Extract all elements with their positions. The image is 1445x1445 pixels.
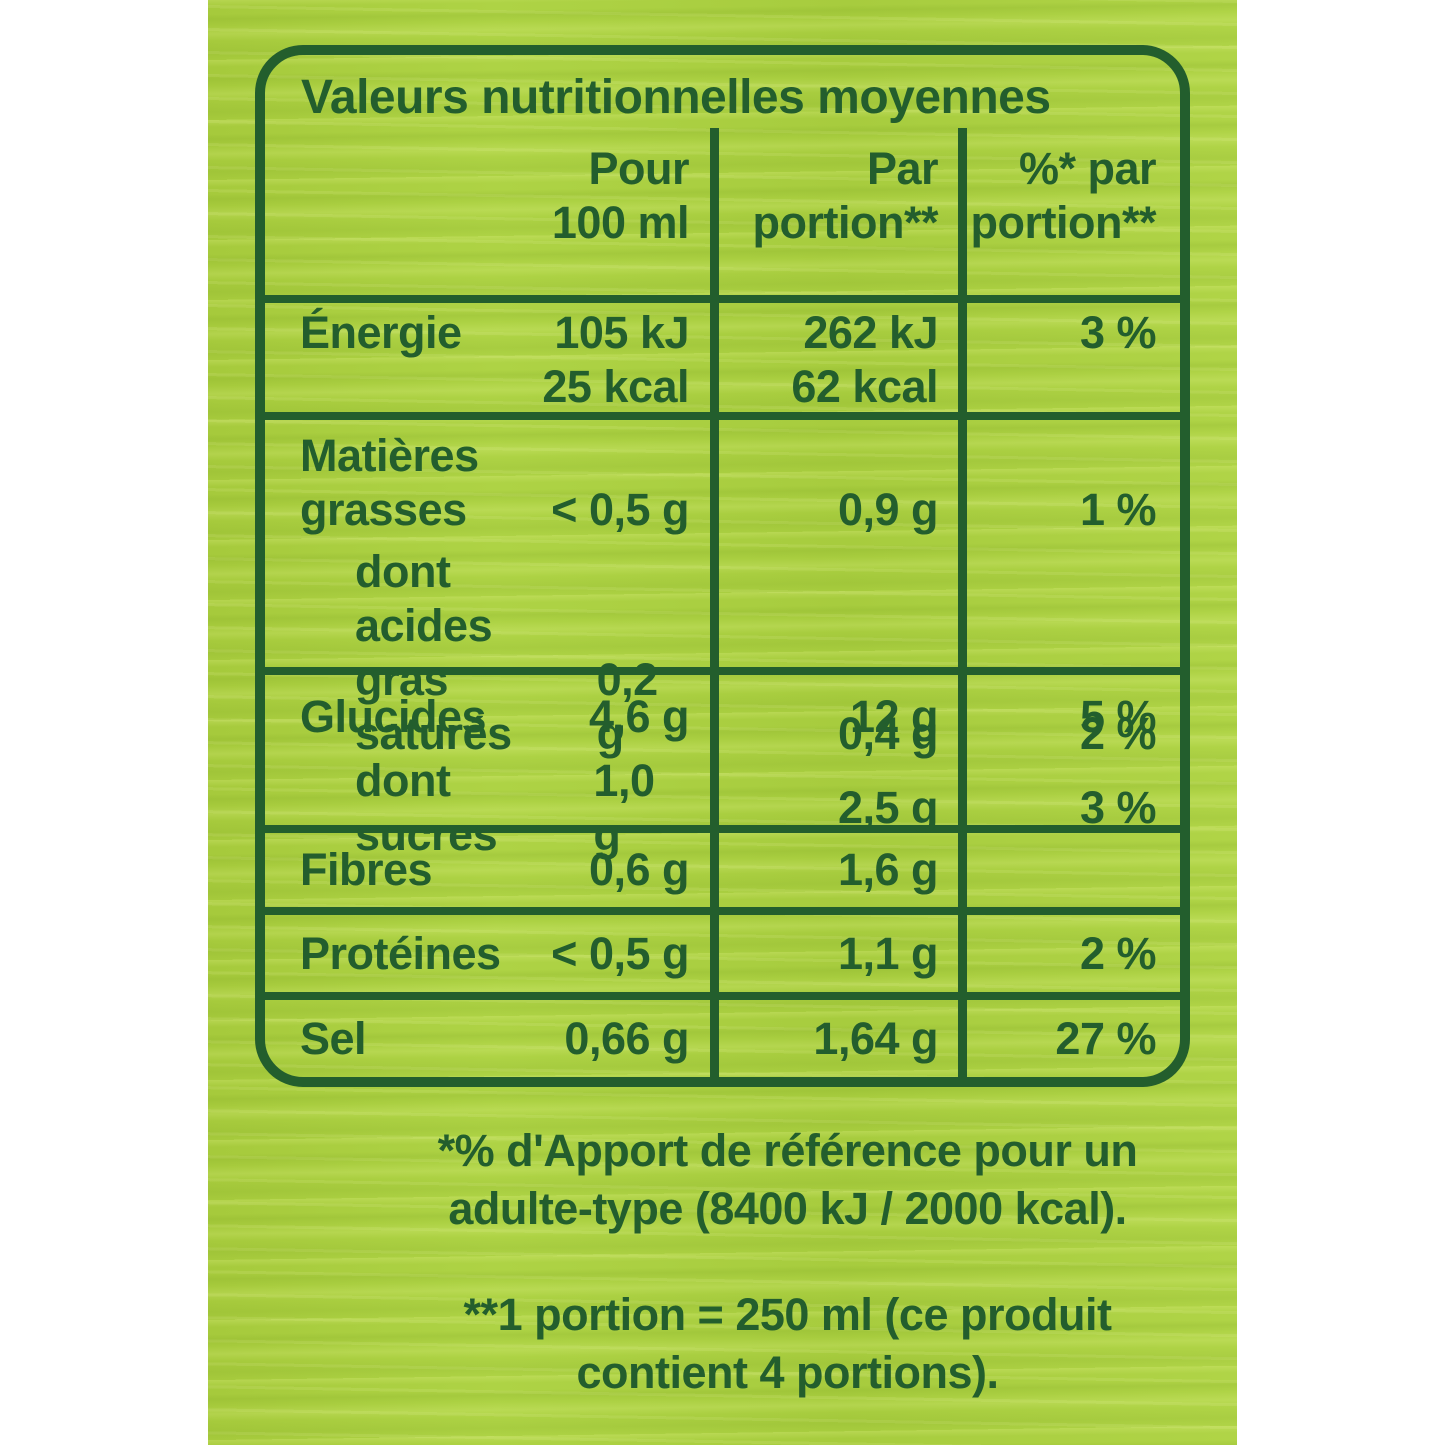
nutrition-table: Valeurs nutritionnelles moyennes Pour 10… bbox=[255, 45, 1190, 1087]
nutrition-table-title: Valeurs nutritionnelles moyennes bbox=[301, 71, 1051, 124]
value-pct-portion: 27 % bbox=[1055, 1012, 1156, 1064]
footnote-reference-intake: *% d'Apport de référence pour un adulte-… bbox=[338, 1122, 1237, 1238]
row-label: Matières grasses bbox=[300, 430, 479, 535]
table-row-sel: Sel 0,66 g 1,64 g 27 % bbox=[265, 992, 1180, 1077]
value-per-100ml: 1,0 g bbox=[593, 755, 655, 860]
footnote-line: contient 4 portions). bbox=[576, 1347, 1000, 1398]
table-row-dont-sucres: dont sucres 1,0 g 2,5 g 3 % bbox=[265, 754, 1180, 860]
row-label: Sel bbox=[300, 1012, 367, 1064]
table-header-row: Pour 100 ml Par portion** %* par portion… bbox=[265, 128, 1180, 295]
value-pct-portion: 5 % bbox=[1079, 690, 1157, 742]
column-header-per-100ml: Pour 100 ml bbox=[551, 143, 690, 248]
row-cells: Matières grasses < 0,5 g bbox=[265, 420, 710, 545]
row-cells: Sel 0,66 g bbox=[265, 1000, 710, 1077]
footnote-line: **1 portion = 250 ml (ce produit bbox=[463, 1289, 1112, 1340]
value-pct-portion bbox=[958, 833, 1180, 907]
value-per-portion: 1,1 g bbox=[837, 927, 939, 979]
value-per-100ml: 105 kJ 25 kcal bbox=[542, 307, 689, 412]
value-per-portion: 1,64 g bbox=[813, 1012, 938, 1064]
row-cells: Énergie 105 kJ 25 kcal bbox=[265, 303, 710, 414]
row-label: dont acides gras saturés bbox=[355, 546, 512, 759]
row-label: Fibres bbox=[300, 844, 433, 895]
footnote-portion-definition: **1 portion = 250 ml (ce produit contien… bbox=[338, 1286, 1237, 1402]
row-label: Protéines bbox=[300, 927, 501, 979]
value-pct-portion: 2 % bbox=[1079, 708, 1157, 759]
green-packaging-panel: Valeurs nutritionnelles moyennes Pour 10… bbox=[208, 0, 1237, 1445]
row-label: dont sucres bbox=[355, 755, 498, 860]
table-row-proteines: Protéines < 0,5 g 1,1 g 2 % bbox=[265, 907, 1180, 992]
value-per-100ml: < 0,5 g bbox=[551, 927, 689, 979]
row-cells: Glucides 4,6 g bbox=[265, 679, 710, 754]
value-per-100ml: < 0,5 g bbox=[551, 484, 689, 535]
row-label: Glucides bbox=[300, 690, 487, 742]
value-pct-portion: 3 % bbox=[1079, 307, 1157, 358]
row-cells: Protéines < 0,5 g bbox=[265, 915, 710, 992]
footnote-line: *% d'Apport de référence pour un bbox=[437, 1125, 1138, 1176]
value-per-100ml: 0,6 g bbox=[588, 844, 690, 895]
column-header-per-portion: Par portion** bbox=[752, 143, 939, 248]
value-per-portion: 1,6 g bbox=[837, 844, 939, 895]
column-divider-1 bbox=[710, 128, 719, 1077]
nutrition-table-grid: Pour 100 ml Par portion** %* par portion… bbox=[265, 128, 1180, 1077]
value-per-portion: 262 kJ 62 kcal bbox=[791, 307, 938, 412]
value-per-portion: 0,4 g bbox=[837, 708, 939, 759]
value-pct-portion: 3 % bbox=[1079, 782, 1157, 833]
table-row-energie: Énergie 105 kJ 25 kcal 262 kJ 62 kcal 3 … bbox=[265, 295, 1180, 412]
value-per-portion: 12 g bbox=[849, 690, 939, 742]
value-per-100ml: 4,6 g bbox=[588, 690, 690, 742]
row-cells: dont sucres 1,0 g bbox=[265, 754, 710, 862]
table-row-matieres-grasses: Matières grasses < 0,5 g 0,9 g 1 % dont … bbox=[265, 412, 1180, 759]
value-per-portion: 0,9 g bbox=[837, 484, 939, 535]
table-row-fibres: Fibres 0,6 g 1,6 g bbox=[265, 825, 1180, 907]
column-divider-2 bbox=[958, 128, 967, 1077]
column-header-pct-portion: %* par portion** bbox=[970, 143, 1157, 248]
footnote-line: adulte-type (8400 kJ / 2000 kcal). bbox=[448, 1183, 1127, 1234]
table-row-acides-gras-satures: dont acides gras saturés 0,2 g 0,4 g 2 % bbox=[265, 545, 1180, 759]
value-per-100ml: 0,2 g bbox=[596, 654, 659, 759]
row-label: Énergie bbox=[300, 307, 462, 358]
value-per-100ml: 0,66 g bbox=[564, 1012, 689, 1064]
value-per-portion: 2,5 g bbox=[837, 782, 939, 833]
row-cells: Fibres 0,6 g bbox=[265, 833, 710, 907]
table-row-glucides: Glucides 4,6 g 12 g 5 % dont sucres 1,0 … bbox=[265, 667, 1180, 860]
value-pct-portion: 2 % bbox=[1079, 927, 1157, 979]
row-cells: dont acides gras saturés 0,2 g bbox=[265, 545, 710, 769]
value-pct-portion: 1 % bbox=[1079, 484, 1157, 535]
